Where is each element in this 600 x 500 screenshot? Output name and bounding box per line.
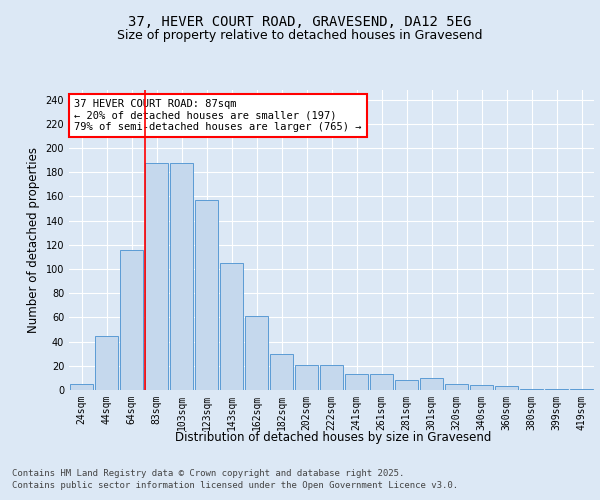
- Bar: [95, 336, 118, 390]
- Bar: [245, 316, 268, 390]
- Bar: [545, 389, 568, 390]
- Bar: [195, 200, 218, 390]
- Bar: [495, 386, 518, 390]
- Bar: [520, 389, 543, 390]
- Bar: [420, 378, 443, 390]
- Bar: [445, 384, 468, 390]
- Text: 37, HEVER COURT ROAD, GRAVESEND, DA12 5EG: 37, HEVER COURT ROAD, GRAVESEND, DA12 5E…: [128, 16, 472, 30]
- Text: Contains HM Land Registry data © Crown copyright and database right 2025.: Contains HM Land Registry data © Crown c…: [12, 470, 404, 478]
- Bar: [170, 162, 193, 390]
- Text: Distribution of detached houses by size in Gravesend: Distribution of detached houses by size …: [175, 431, 491, 444]
- Bar: [120, 250, 143, 390]
- Bar: [345, 374, 368, 390]
- Bar: [295, 364, 318, 390]
- Text: 37 HEVER COURT ROAD: 87sqm
← 20% of detached houses are smaller (197)
79% of sem: 37 HEVER COURT ROAD: 87sqm ← 20% of deta…: [74, 99, 362, 132]
- Y-axis label: Number of detached properties: Number of detached properties: [27, 147, 40, 333]
- Bar: [145, 162, 168, 390]
- Text: Size of property relative to detached houses in Gravesend: Size of property relative to detached ho…: [117, 28, 483, 42]
- Bar: [220, 263, 243, 390]
- Bar: [320, 364, 343, 390]
- Bar: [470, 385, 493, 390]
- Text: Contains public sector information licensed under the Open Government Licence v3: Contains public sector information licen…: [12, 482, 458, 490]
- Bar: [570, 389, 593, 390]
- Bar: [395, 380, 418, 390]
- Bar: [370, 374, 393, 390]
- Bar: [70, 384, 93, 390]
- Bar: [270, 354, 293, 390]
